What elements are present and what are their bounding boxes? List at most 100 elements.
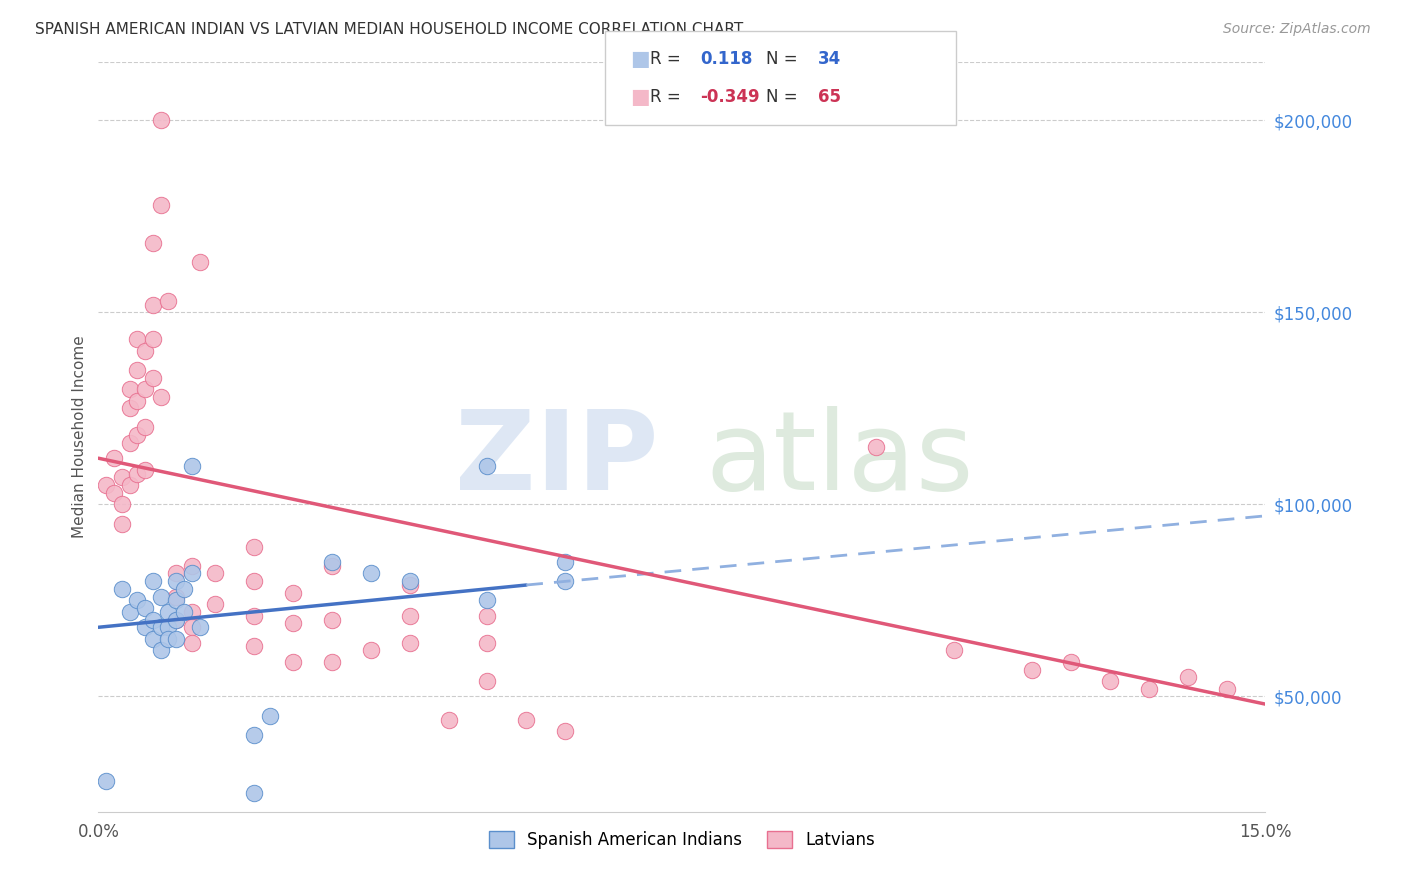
Point	[157, 293, 180, 308]
Point	[149, 390, 172, 404]
Point	[281, 616, 304, 631]
Point	[134, 620, 156, 634]
Point	[477, 458, 499, 473]
Point	[173, 582, 195, 596]
Y-axis label: Median Household Income: Median Household Income	[72, 335, 87, 539]
Text: -0.349: -0.349	[700, 87, 759, 105]
Point	[134, 463, 156, 477]
Point	[118, 605, 141, 619]
Point	[165, 632, 187, 646]
Point	[398, 578, 420, 592]
Point	[281, 585, 304, 599]
Point	[111, 582, 134, 596]
Point	[118, 382, 141, 396]
Point	[180, 635, 202, 649]
Point	[134, 382, 156, 396]
Point	[180, 458, 202, 473]
Point	[165, 574, 187, 589]
Point	[398, 574, 420, 589]
Text: Source: ZipAtlas.com: Source: ZipAtlas.com	[1223, 22, 1371, 37]
Point	[111, 516, 134, 531]
Point	[157, 632, 180, 646]
Point	[157, 605, 180, 619]
Point	[165, 613, 187, 627]
Point	[180, 620, 202, 634]
Text: R =: R =	[650, 87, 681, 105]
Point	[103, 485, 125, 500]
Text: 0.118: 0.118	[700, 51, 752, 69]
Point	[149, 590, 172, 604]
Point	[865, 440, 887, 454]
Text: SPANISH AMERICAN INDIAN VS LATVIAN MEDIAN HOUSEHOLD INCOME CORRELATION CHART: SPANISH AMERICAN INDIAN VS LATVIAN MEDIA…	[35, 22, 744, 37]
Point	[243, 574, 266, 589]
Text: ■: ■	[630, 87, 650, 107]
Point	[149, 620, 172, 634]
Point	[180, 566, 202, 581]
Point	[188, 255, 211, 269]
Point	[204, 597, 226, 611]
Point	[165, 590, 187, 604]
Point	[1177, 670, 1199, 684]
Point	[398, 608, 420, 623]
Legend: Spanish American Indians, Latvians: Spanish American Indians, Latvians	[482, 824, 882, 855]
Text: atlas: atlas	[706, 406, 974, 513]
Point	[398, 635, 420, 649]
Point	[243, 608, 266, 623]
Point	[321, 558, 343, 573]
Point	[1060, 655, 1083, 669]
Point	[554, 574, 576, 589]
Point	[134, 420, 156, 434]
Point	[127, 332, 149, 346]
Point	[157, 620, 180, 634]
Point	[243, 640, 266, 654]
Point	[321, 655, 343, 669]
Point	[321, 613, 343, 627]
Point	[149, 643, 172, 657]
Text: N =: N =	[766, 87, 797, 105]
Point	[96, 774, 118, 789]
Point	[118, 435, 141, 450]
Point	[943, 643, 966, 657]
Point	[173, 605, 195, 619]
Point	[477, 608, 499, 623]
Point	[188, 620, 211, 634]
Point	[118, 401, 141, 416]
Point	[142, 613, 165, 627]
Text: R =: R =	[650, 51, 681, 69]
Text: 34: 34	[818, 51, 842, 69]
Point	[142, 574, 165, 589]
Point	[554, 555, 576, 569]
Point	[96, 478, 118, 492]
Point	[515, 713, 537, 727]
Point	[180, 558, 202, 573]
Point	[243, 728, 266, 742]
Point	[142, 370, 165, 384]
Text: N =: N =	[766, 51, 797, 69]
Point	[149, 113, 172, 128]
Point	[127, 393, 149, 408]
Point	[1098, 674, 1121, 689]
Text: 65: 65	[818, 87, 841, 105]
Point	[477, 674, 499, 689]
Point	[321, 555, 343, 569]
Point	[111, 497, 134, 511]
Text: ZIP: ZIP	[456, 406, 658, 513]
Point	[281, 655, 304, 669]
Point	[360, 643, 382, 657]
Point	[127, 428, 149, 442]
Point	[118, 478, 141, 492]
Point	[554, 724, 576, 739]
Point	[142, 632, 165, 646]
Point	[259, 708, 281, 723]
Point	[127, 363, 149, 377]
Point	[477, 593, 499, 607]
Point	[243, 540, 266, 554]
Point	[1137, 681, 1160, 696]
Point	[127, 467, 149, 481]
Point	[477, 635, 499, 649]
Point	[1021, 663, 1043, 677]
Point	[437, 713, 460, 727]
Point	[134, 343, 156, 358]
Point	[204, 566, 226, 581]
Point	[103, 451, 125, 466]
